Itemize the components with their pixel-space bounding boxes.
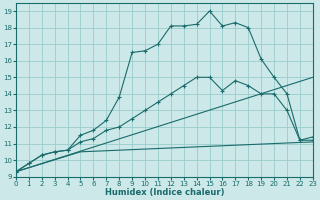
X-axis label: Humidex (Indice chaleur): Humidex (Indice chaleur) [105, 188, 224, 197]
